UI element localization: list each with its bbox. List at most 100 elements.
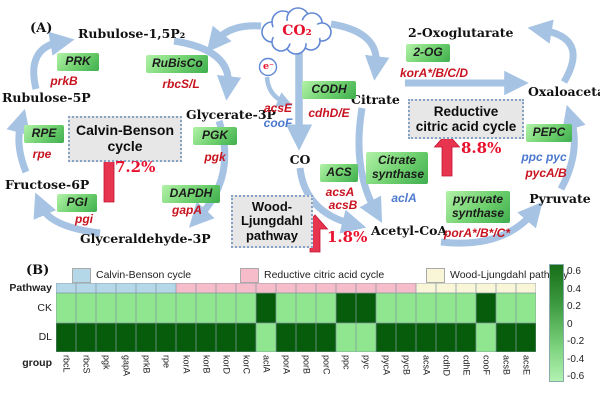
legend-item-2: Reductive citric acid cycle xyxy=(240,267,384,283)
gene-column-label-cell: rpe xyxy=(156,355,176,376)
enzyme-box-codh: CODH xyxy=(302,81,356,99)
heatmap-cell-ck-korD xyxy=(216,293,236,323)
legend-label: Calvin-Benson cycle xyxy=(96,269,192,281)
heatmap-cell-ck-pgk xyxy=(96,293,116,323)
heatmap-cell-ck-pyc xyxy=(356,293,376,323)
pathway-strip-cell-porC xyxy=(316,283,336,293)
heatmap-cell-ck-pycB xyxy=(396,293,416,323)
heatmap-cell-ck-korA xyxy=(176,293,196,323)
gene-pgi: pgi xyxy=(75,212,93,226)
gene-column-label-cell: gapA xyxy=(116,355,136,376)
heatmap-cell-ck-rbcS xyxy=(76,293,96,323)
gene-column-label-cell: korB xyxy=(196,355,216,376)
heatmap-cell-dl-rbcL xyxy=(56,323,76,352)
arrow-electron-flow xyxy=(264,76,293,107)
enzyme-box-acs: ACS xyxy=(320,164,358,182)
gene-cooF: cooF xyxy=(263,116,293,130)
pyruvate-synthase-line1: pyruvate xyxy=(452,192,504,206)
metabolite-fructose-6p: Fructose-6P xyxy=(5,177,90,192)
gene-prkB: prkB xyxy=(50,74,78,88)
pathway-strip-cell-korD xyxy=(216,283,236,293)
gene-column-label-acsB: acsB xyxy=(501,355,512,376)
arrow-acetylcoa-to-pyruvate xyxy=(440,201,543,247)
heatmap-cell-dl-acsB xyxy=(496,323,516,352)
heatmap-cell-ck-cooF xyxy=(476,293,496,323)
gene-column-label-cell: acsB xyxy=(496,355,516,376)
gene-column-label-cell: cooF xyxy=(476,355,496,376)
row-label-dl: DL xyxy=(38,331,52,343)
pathway-strip-cell-cdhD xyxy=(436,283,456,293)
heatmap-cell-dl-rpe xyxy=(156,323,176,352)
gene-rbcSL: rbcS/L xyxy=(162,77,200,91)
enzyme-box-pgk: PGK xyxy=(193,127,237,145)
gene-column-label-cell: prkB xyxy=(136,355,156,376)
heatmap-cell-ck-cdhE xyxy=(456,293,476,323)
pathway-strip-cell-rbcS xyxy=(76,283,96,293)
gene-column-label-cell: korA xyxy=(176,355,196,376)
legend-swatch xyxy=(72,267,91,283)
enzyme-box-dapdh: DAPDH xyxy=(162,185,220,203)
arrow-co-to-acetylcoa xyxy=(296,167,367,234)
heatmap-cell-dl-acsE xyxy=(516,323,536,352)
metabolite-rubulose-15p2: Rubulose-1,5P₂ xyxy=(78,26,186,41)
gene-column-label-cell: pgk xyxy=(96,355,116,376)
gene-column-label-korB: korB xyxy=(201,355,212,374)
heatmap-cell-dl-ppc xyxy=(336,323,356,352)
calvin-box-line1: Calvin-Benson xyxy=(75,122,174,139)
gene-column-label-cell: porC xyxy=(316,355,336,376)
metabolite-citrate: Citrate xyxy=(351,92,400,107)
colorbar xyxy=(549,264,564,382)
heatmap-cell-dl-korD xyxy=(216,323,236,352)
legend-swatch xyxy=(240,267,259,283)
pathway-strip-cell-pyc xyxy=(356,283,376,293)
rtca-box-line2: citric acid cycle xyxy=(415,119,517,134)
gene-gapA: gapA xyxy=(172,203,202,217)
pathway-strip-cell-korB xyxy=(196,283,216,293)
arrow-rubulose5p-to-rubulose15p2 xyxy=(30,31,75,90)
enzyme-box-pepc: PEPC xyxy=(526,124,572,142)
citrate-synthase-line1: Citrate xyxy=(377,153,416,167)
pathway-strip-cell-acsB xyxy=(496,283,516,293)
heatmap-cell-dl-prkB xyxy=(136,323,156,352)
pathway-strip-cell-pycA xyxy=(376,283,396,293)
colorbar-tick--0.2: -0.2 xyxy=(567,336,585,347)
pathway-strip-cell-rpe xyxy=(156,283,176,293)
heatmap-cell-dl-acsA xyxy=(416,323,436,352)
metabolite-glycerate-3p: Glycerate-3P xyxy=(186,107,276,122)
heatmap-cell-dl-cooF xyxy=(476,323,496,352)
citrate-synthase-line2: synthase xyxy=(372,166,425,181)
pathway-strip-cell-pgk xyxy=(96,283,116,293)
gene-ppc-pyc: ppc pyc xyxy=(521,150,567,164)
heatmap-cell-dl-gapA xyxy=(116,323,136,352)
pathway-strip-cell-korC xyxy=(236,283,256,293)
pathway-strip-cell-ppc xyxy=(336,283,356,293)
legend-item-1: Calvin-Benson cycle xyxy=(72,267,192,283)
gene-column-label-pycB: pycB xyxy=(401,355,412,376)
heatmap-cell-ck-cdhD xyxy=(436,293,456,323)
gene-label-row: rbcL rbcS pgk gapA prkB rpe korA korB korD korC ac… xyxy=(56,355,536,376)
pyruvate-synthase-line2: synthase xyxy=(452,205,505,220)
colorbar-tick--0.6: -0.6 xyxy=(567,371,585,382)
enzyme-box-citrate-synthase: Citrate synthase xyxy=(366,152,428,184)
heatmap-cell-dl-pyc xyxy=(356,323,376,352)
heatmap-cell-ck-rpe xyxy=(156,293,176,323)
heatmap-cell-dl-porC xyxy=(316,323,336,352)
heatmap-cell-ck-gapA xyxy=(116,293,136,323)
rtca-percent: 8.8% xyxy=(461,139,502,157)
gene-column-label-porA: porA xyxy=(281,355,292,375)
gene-acsB: acsB xyxy=(328,198,358,212)
metabolite-rubulose-5p: Rubulose-5P xyxy=(2,90,91,105)
heatmap-cell-dl-korA xyxy=(176,323,196,352)
gene-column-label-cell: aclA xyxy=(256,355,276,376)
gene-pgk: pgk xyxy=(204,150,226,164)
electron-text: e⁻ xyxy=(262,61,275,72)
gene-column-label-cell: porB xyxy=(296,355,316,376)
gene-column-label-cell: cdhE xyxy=(456,355,476,376)
panel-b-label: (B) xyxy=(26,263,50,278)
heatmap-cell-ck-ppc xyxy=(336,293,356,323)
gene-column-label-cdhE: cdhE xyxy=(461,355,472,376)
rtca-increase-arrow xyxy=(433,132,461,177)
pathway-strip-cell-prkB xyxy=(136,283,156,293)
colorbar-tick-0.4: 0.4 xyxy=(567,283,581,295)
gene-column-label-cell: pycB xyxy=(396,355,416,376)
